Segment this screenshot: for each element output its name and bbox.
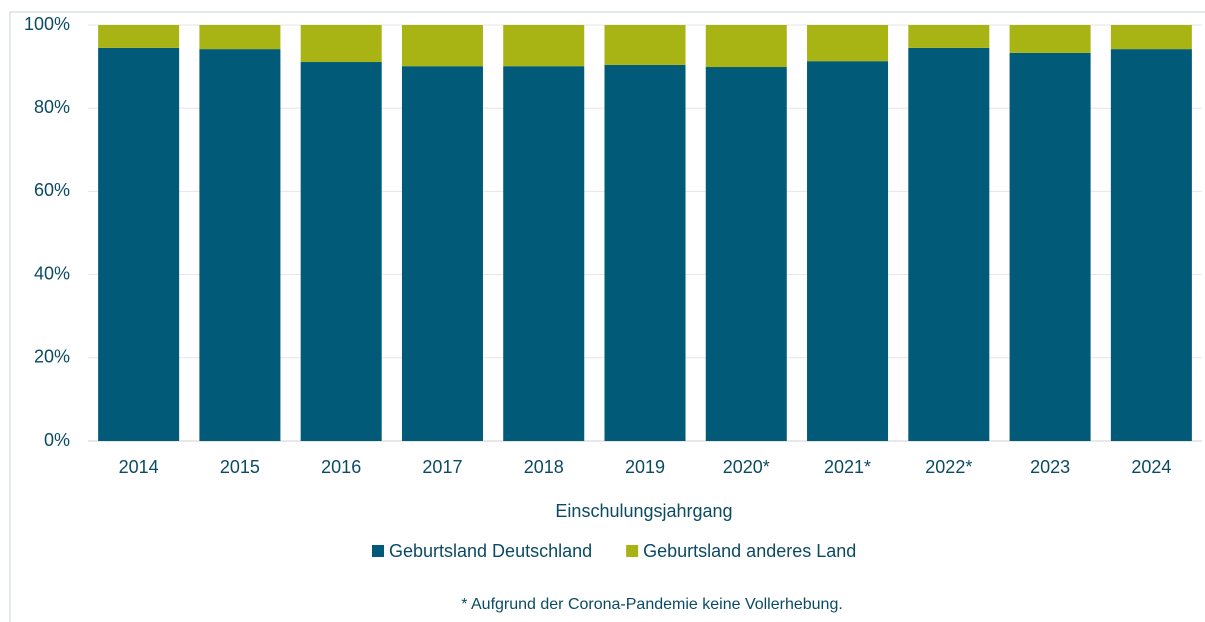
footnote: * Aufgrund der Corona-Pandemie keine Vol… [461, 596, 843, 613]
bar-segment [807, 61, 889, 441]
bar-segment [401, 25, 483, 67]
bar-segment [908, 47, 990, 441]
bar-segment [908, 25, 990, 48]
bar-segment [1009, 25, 1091, 53]
bar-segment [1110, 49, 1192, 442]
x-axis-title: Einschulungsjahrgang [555, 501, 732, 521]
bar-segment [199, 49, 281, 442]
y-tick-label: 40% [34, 263, 70, 283]
legend-swatch [626, 545, 639, 557]
legend-swatch [372, 545, 384, 557]
bar-segment [401, 66, 483, 442]
y-tick-label: 100% [24, 14, 70, 34]
bar-segment [503, 25, 585, 67]
bar-segment [503, 66, 585, 442]
bar-segment [98, 25, 180, 48]
bar-segment [705, 67, 787, 442]
bar-segment [705, 25, 787, 68]
y-tick-label: 60% [34, 180, 70, 200]
x-tick-label: 2019 [625, 457, 665, 477]
x-tick-label: 2015 [220, 457, 260, 477]
bar-segment [604, 25, 686, 65]
bar-segment [1009, 52, 1091, 441]
bar-segment [604, 64, 686, 441]
x-tick-label: 2014 [119, 457, 159, 477]
bar-segment [1110, 25, 1192, 50]
bar-segment [98, 47, 180, 441]
x-tick-label: 2016 [321, 457, 361, 477]
y-tick-label: 0% [44, 430, 70, 450]
x-tick-label: 2023 [1030, 457, 1070, 477]
y-tick-label: 20% [34, 347, 70, 367]
y-tick-label: 80% [34, 97, 70, 117]
x-tick-label: 2022* [925, 457, 972, 477]
x-tick-label: 2020* [723, 457, 770, 477]
x-tick-label: 2018 [524, 457, 564, 477]
bar-segment [199, 25, 281, 50]
legend-label: Geburtsland anderes Land [643, 541, 856, 561]
x-tick-label: 2024 [1131, 457, 1171, 477]
bar-segment [300, 62, 382, 442]
bar-segment [807, 25, 889, 62]
legend-label: Geburtsland Deutschland [389, 541, 592, 561]
bar-segment [300, 25, 382, 63]
x-tick-label: 2021* [824, 457, 871, 477]
x-tick-label: 2017 [422, 457, 462, 477]
